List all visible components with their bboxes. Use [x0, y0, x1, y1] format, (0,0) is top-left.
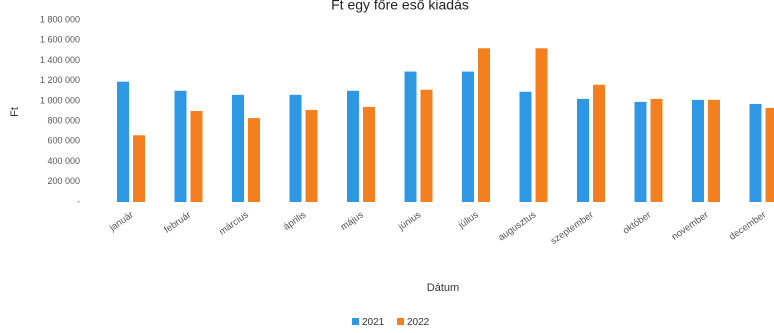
- x-tick-label-szeptember: szeptember: [549, 209, 596, 246]
- bar-2022-augusztus: [535, 48, 548, 202]
- bar-2022-július: [478, 48, 490, 202]
- bar-2021-november: [692, 99, 704, 202]
- bar-2022-május: [363, 106, 375, 202]
- bar-2022-január: [133, 135, 145, 202]
- bar-2021-szeptember: [577, 98, 589, 202]
- y-tick-label: 1 400 000: [40, 55, 80, 65]
- bar-2021-október: [634, 101, 647, 202]
- y-tick-label: 400 000: [47, 156, 80, 166]
- y-tick-label: 1 000 000: [40, 95, 80, 105]
- bar-2022-március: [248, 118, 260, 202]
- x-tick-label-augusztus: augusztus: [496, 209, 538, 243]
- bar-2022-február: [190, 111, 203, 202]
- bar-2022-április: [305, 109, 318, 202]
- bar-2021-június: [404, 71, 417, 202]
- x-axis: január február március április május június jú…: [107, 209, 768, 247]
- y-axis-title: Ft: [9, 107, 21, 117]
- legend-label-2022: 2022: [407, 317, 430, 328]
- y-tick-label: 1 600 000: [40, 35, 80, 45]
- chart-title: Ft egy főre eső kiadás: [331, 0, 469, 13]
- bar-2021-augusztus: [519, 91, 532, 202]
- bar-2021-január: [117, 81, 129, 202]
- legend: 2021 2022: [352, 317, 430, 328]
- bar-series: [117, 48, 774, 202]
- x-tick-label-május: május: [339, 209, 366, 233]
- y-tick-label: 1 200 000: [40, 75, 80, 85]
- x-tick-label-október: október: [621, 209, 653, 236]
- bar-2022-június: [420, 89, 433, 202]
- bar-2022-december: [765, 107, 774, 202]
- y-tick-label: 800 000: [47, 115, 80, 125]
- x-tick-label-március: március: [217, 209, 251, 237]
- bar-2021-december: [749, 103, 762, 202]
- x-tick-label-április: április: [282, 209, 309, 232]
- bar-2021-május: [347, 90, 359, 202]
- bar-2021-április: [289, 94, 302, 202]
- x-tick-label-július: július: [456, 209, 481, 231]
- x-tick-label-június: június: [396, 209, 424, 233]
- x-axis-title: Dátum: [427, 282, 459, 294]
- bar-2022-október: [650, 98, 663, 202]
- y-tick-label: -: [77, 196, 80, 206]
- bar-2021-július: [462, 71, 474, 202]
- bar-2022-szeptember: [593, 84, 605, 202]
- y-axis: - 200 000 400 000 600 000 800 000 1 000 000 1 …: [40, 14, 80, 206]
- y-tick-label: 200 000: [47, 176, 80, 186]
- x-tick-label-december: december: [727, 209, 768, 242]
- bar-2022-november: [708, 99, 720, 202]
- y-tick-label: 600 000: [47, 136, 80, 146]
- legend-swatch-2021: [352, 318, 359, 325]
- x-tick-label-február: február: [162, 209, 193, 235]
- x-tick-label-november: november: [670, 209, 711, 242]
- y-tick-label: 1 800 000: [40, 14, 80, 24]
- legend-swatch-2022: [397, 318, 404, 325]
- x-tick-label-január: január: [107, 209, 136, 234]
- bar-2021-március: [232, 94, 244, 202]
- bar-2021-február: [174, 90, 187, 202]
- legend-label-2021: 2021: [362, 317, 385, 328]
